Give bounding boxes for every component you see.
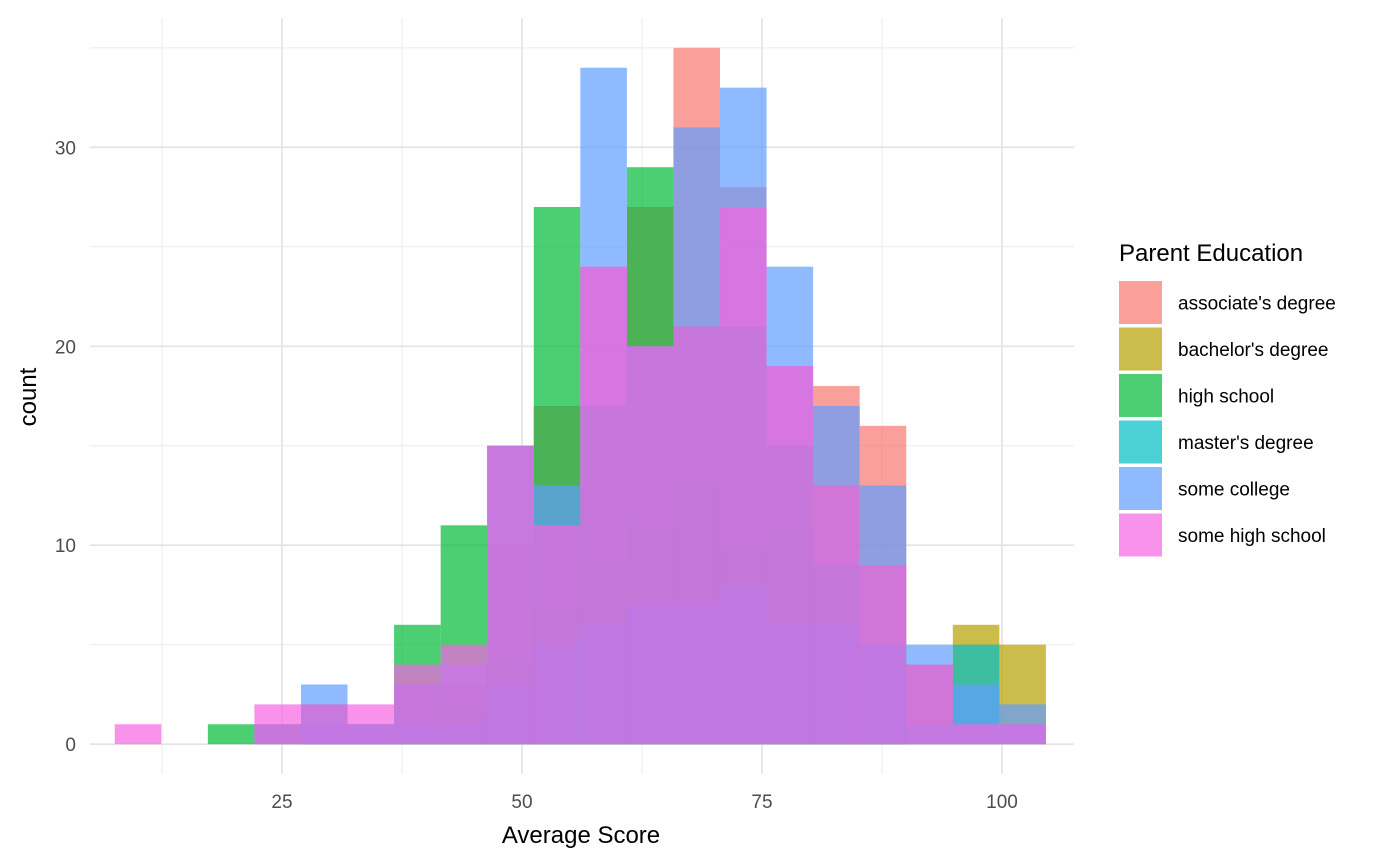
y-tick-label: 30 [55, 138, 76, 159]
histogram-bar [254, 704, 301, 745]
legend-title: Parent Education [1119, 240, 1303, 267]
histogram-bar [580, 266, 627, 745]
histogram-bar [626, 346, 674, 745]
histogram-bar [952, 724, 1000, 745]
legend-swatch [1119, 467, 1162, 510]
y-tick-label: 0 [65, 735, 76, 756]
legend-swatch [1119, 327, 1162, 371]
legend-swatch [1119, 513, 1162, 557]
x-tick-label: 25 [271, 792, 292, 813]
histogram-bar [300, 704, 348, 745]
legend-label: master's degree [1178, 433, 1314, 454]
histogram-bar [720, 207, 767, 745]
legend-swatch [1119, 374, 1162, 417]
histogram-bar [906, 664, 953, 745]
histogram-bar [673, 326, 720, 745]
y-tick-label: 20 [55, 337, 76, 358]
histogram-bar [813, 485, 860, 745]
legend-swatch [1119, 281, 1162, 324]
legend-label: bachelor's degree [1178, 340, 1328, 361]
histogram-bar [394, 664, 441, 745]
legend-label: some high school [1178, 526, 1326, 547]
histogram-bar [114, 724, 162, 745]
histogram-bar [207, 724, 255, 745]
histogram-bar [487, 445, 534, 745]
legend-label: some college [1178, 480, 1290, 501]
x-axis-title: Average Score [502, 822, 660, 849]
legend-swatch [1119, 420, 1162, 464]
y-axis-ticks: 0 10 20 30 [55, 138, 76, 756]
legend: Parent Education associate's degree bache… [1119, 240, 1336, 557]
x-tick-label: 50 [511, 792, 532, 813]
histogram-bar [533, 525, 581, 745]
y-tick-label: 10 [55, 536, 76, 557]
histogram-bar [999, 724, 1046, 745]
histogram-bar [766, 366, 814, 745]
histogram-bar [440, 644, 488, 745]
histogram-bar [859, 565, 907, 745]
histogram-bar [347, 704, 395, 745]
y-axis-title: count [15, 367, 42, 426]
x-tick-label: 100 [986, 792, 1018, 813]
bars [114, 47, 1046, 745]
legend-label: high school [1178, 387, 1274, 408]
x-tick-label: 75 [751, 792, 772, 813]
x-axis-ticks: 25 50 75 100 [271, 792, 1017, 813]
legend-label: associate's degree [1178, 294, 1336, 315]
